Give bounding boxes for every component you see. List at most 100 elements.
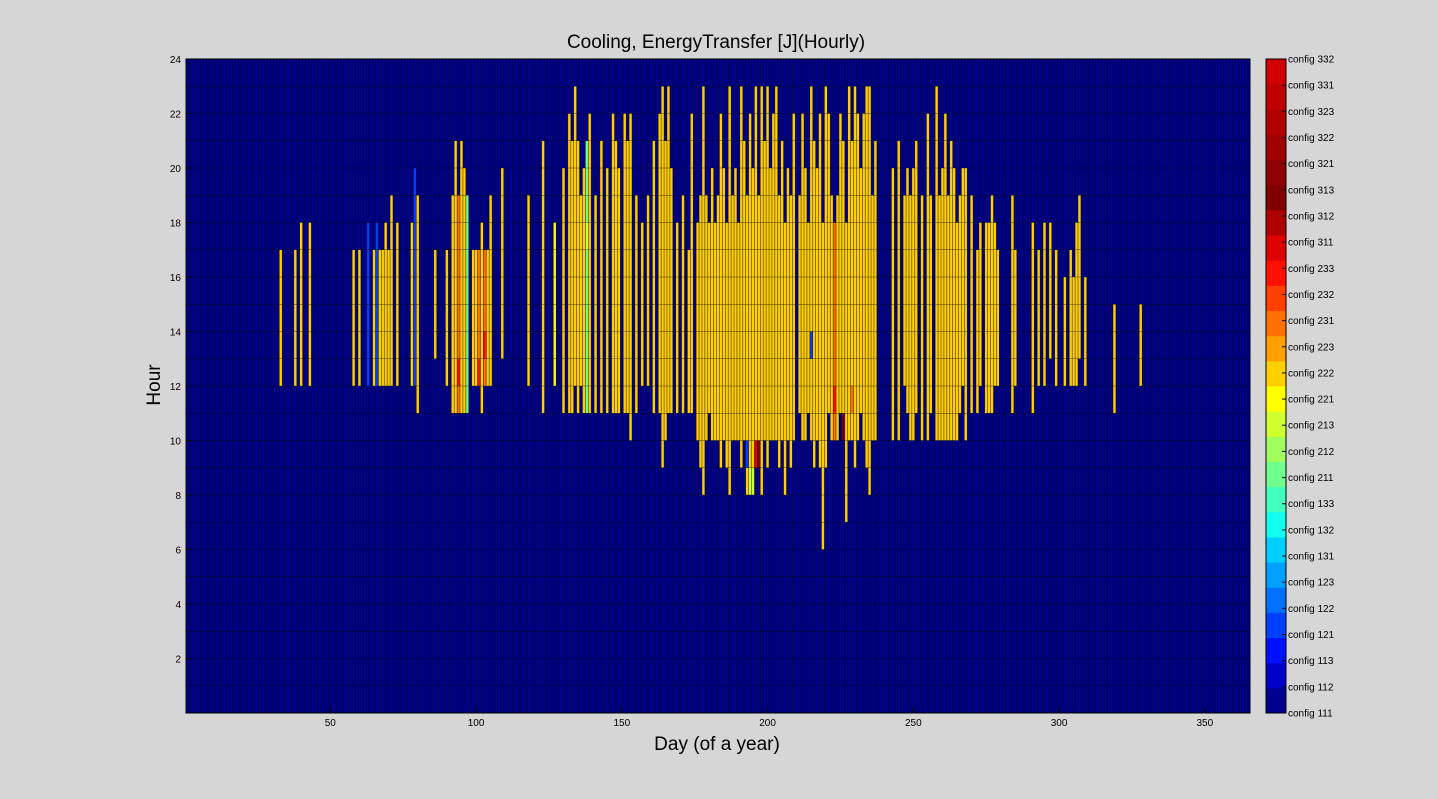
x-axis-ticks: 50 100 150 200 250 300 350 (325, 707, 1214, 729)
colorbar-label: config 312 (1288, 211, 1335, 222)
heatmap-column (352, 249, 356, 386)
colorbar-segment (1266, 285, 1286, 312)
colorbar-label: config 331 (1288, 81, 1335, 92)
chart-title: Cooling, EnergyTransfer [J](Hourly) (567, 32, 865, 53)
heatmap-column (372, 249, 376, 386)
colorbar-label: config 213 (1288, 421, 1335, 432)
colorbar-segment (1266, 159, 1286, 186)
heatmap-column (1139, 304, 1143, 386)
colorbar-label: config 123 (1288, 578, 1335, 589)
colorbar-label: config 222 (1288, 368, 1335, 379)
x-axis-label: Day (of a year) (654, 734, 780, 755)
heatmap-column (664, 140, 667, 441)
heatmap-column (483, 249, 487, 386)
heatmap-column (445, 249, 449, 386)
colorbar-segment (1266, 59, 1286, 85)
heatmap-column (1069, 249, 1073, 386)
colorbar-label: config 313 (1288, 185, 1335, 196)
heatmap-column (742, 140, 746, 441)
x-tick-label: 300 (1051, 718, 1068, 729)
heatmap-column (836, 195, 839, 441)
heatmap-column (480, 222, 484, 414)
heatmap-column (471, 249, 475, 386)
heatmap-cell (483, 331, 487, 359)
heatmap-column (611, 113, 615, 414)
heatmap-column (582, 168, 586, 414)
heatmap-column (669, 168, 673, 414)
heatmap-column (996, 249, 1000, 386)
heatmap-column (844, 222, 848, 523)
heatmap-cell (585, 222, 589, 250)
heatmap-column (838, 113, 842, 414)
colorbar-label: config 233 (1288, 264, 1335, 275)
colorbar-segment (1266, 109, 1286, 135)
heatmap-column (809, 86, 813, 441)
heatmap-column (623, 113, 627, 414)
heatmap-cell (748, 467, 752, 495)
heatmap-column (780, 140, 784, 441)
heatmap-column (567, 113, 571, 414)
colorbar-segment (1266, 310, 1286, 337)
heatmap-column (920, 195, 924, 441)
heatmap-column (701, 86, 705, 495)
y-tick-label: 8 (175, 491, 181, 502)
colorbar-label: config 212 (1288, 447, 1335, 458)
heatmap-column (847, 86, 851, 441)
colorbar-label: config 311 (1288, 238, 1334, 249)
heatmap-column (806, 222, 810, 414)
heatmap-column (573, 86, 577, 386)
heatmap-column (527, 195, 530, 386)
heatmap-column (357, 249, 361, 386)
heatmap-column (658, 113, 662, 414)
x-tick-label: 150 (613, 718, 630, 729)
heatmap-cell (833, 386, 837, 414)
colorbar-segment (1266, 411, 1286, 437)
heatmap-column (719, 113, 723, 468)
heatmap-column (579, 195, 583, 386)
y-tick-label: 12 (170, 382, 182, 393)
heatmap-cell (757, 440, 761, 468)
colorbar-segment (1266, 662, 1286, 689)
heatmap-column (818, 113, 822, 468)
colorbar-label: config 211 (1288, 473, 1334, 484)
heatmap-column (617, 168, 621, 414)
heatmap-column (690, 113, 694, 414)
x-tick-label: 250 (905, 718, 922, 729)
colorbar-segment (1266, 184, 1286, 211)
heatmap-cell (477, 358, 481, 386)
x-tick-label: 350 (1196, 718, 1213, 729)
heatmap-column (987, 222, 991, 414)
heatmap-column (1054, 249, 1058, 386)
heatmap-column (462, 168, 466, 414)
heatmap-column (873, 140, 877, 441)
heatmap-cell (457, 358, 461, 386)
heatmap-column (859, 168, 863, 414)
heatmap-column (474, 249, 478, 386)
heatmap-column (903, 195, 907, 386)
colorbar-label: config 231 (1288, 316, 1335, 327)
heatmap-column (871, 195, 874, 441)
y-tick-label: 18 (170, 219, 182, 230)
heatmap-column (381, 249, 385, 386)
colorbar-label: config 332 (1288, 55, 1335, 66)
colorbar-label: config 223 (1288, 342, 1335, 353)
y-tick-label: 6 (175, 546, 181, 557)
heatmap-column (1031, 222, 1035, 414)
heatmap-column (908, 195, 912, 441)
colorbar-label: config 323 (1288, 107, 1335, 118)
heatmap-column (500, 168, 504, 359)
colorbar-label: config 111 (1288, 709, 1333, 720)
colorbar-label: config 113 (1288, 656, 1334, 667)
colorbar-label: config 232 (1288, 290, 1335, 301)
y-axis-label: Hour (144, 364, 165, 406)
heatmap-column (949, 140, 953, 441)
y-tick-label: 10 (170, 437, 182, 448)
y-tick-label: 4 (175, 600, 181, 611)
heatmap-column (760, 86, 764, 495)
heatmap-column (763, 140, 767, 441)
heatmap-column (841, 140, 845, 441)
heatmap-column (605, 168, 609, 414)
heatmap-column (646, 195, 650, 386)
plot-area (185, 58, 1251, 714)
heatmap-column (850, 140, 854, 441)
